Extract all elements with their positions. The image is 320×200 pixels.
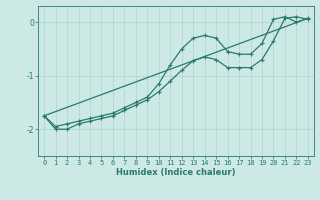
X-axis label: Humidex (Indice chaleur): Humidex (Indice chaleur) xyxy=(116,168,236,177)
